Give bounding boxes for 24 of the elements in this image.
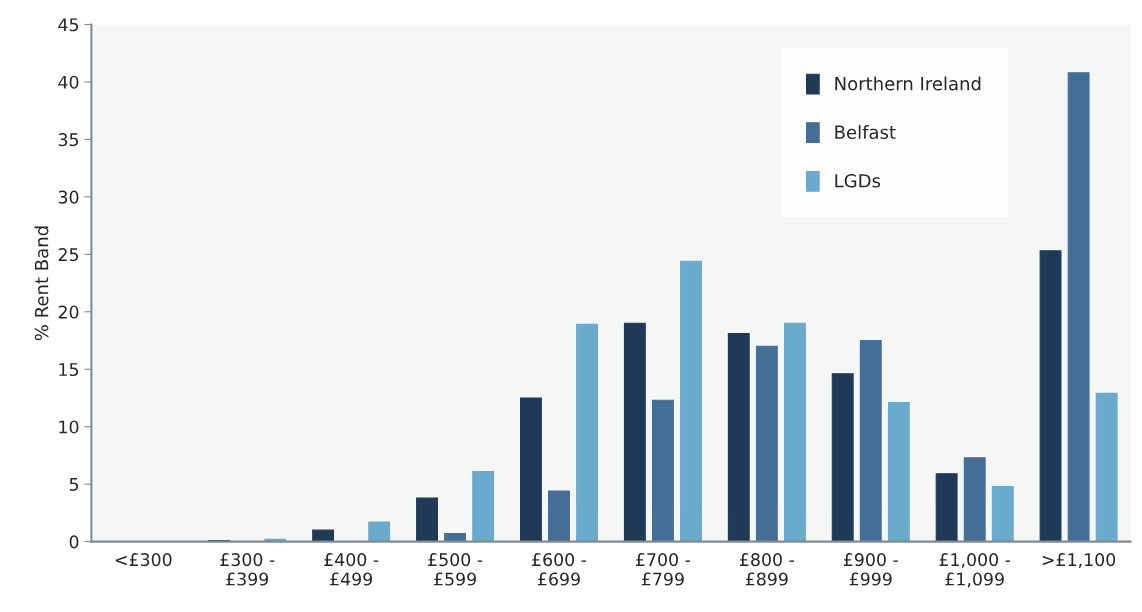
y-axis-title: % Rent Band [34, 226, 49, 341]
x-tick-label: >£1,100 [1042, 553, 1116, 568]
x-tick-label: £500 - £599 [428, 553, 483, 586]
x-tick-label: £300 - £399 [220, 553, 275, 586]
y-tick-label: 35 [58, 133, 79, 147]
x-tick-label: £1,000 - £1,099 [939, 553, 1011, 588]
y-tick-label: 25 [58, 248, 79, 262]
legend-label: Belfast [835, 125, 896, 140]
x-tick-label: <£300 [115, 553, 172, 567]
y-tick-label: 15 [59, 363, 79, 377]
y-tick-label: 40 [58, 75, 79, 89]
legend-label: LGDs [835, 173, 881, 188]
y-tick-label: 30 [58, 190, 79, 204]
y-tick-label: 20 [58, 305, 79, 319]
x-tick-label: £600 - £699 [532, 553, 587, 586]
y-tick-label: 10 [59, 420, 79, 434]
x-tick-label: £400 - £499 [324, 553, 379, 586]
y-tick-label: 0 [69, 535, 79, 549]
y-tick-label: 5 [69, 478, 79, 491]
x-tick-label: £900 - £999 [843, 553, 898, 586]
x-tick-label: £700 - £799 [636, 553, 691, 586]
x-tick-label: £800 - £899 [739, 553, 794, 586]
legend-label: Northern Ireland [835, 76, 981, 91]
y-tick-label: 45 [58, 18, 79, 32]
